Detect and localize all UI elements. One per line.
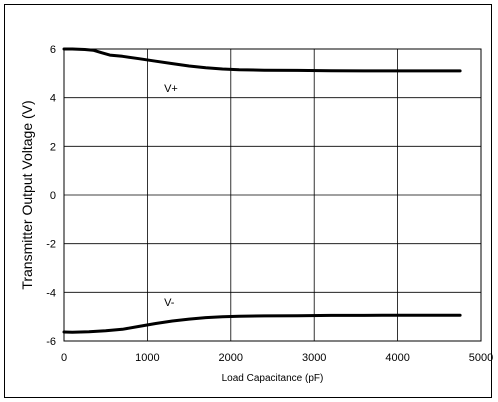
series-line-1 — [62, 313, 462, 334]
chart-frame: 0 1000 2000 3000 4000 5000 6 4 2 0 -2 -4 -6 V+ V- Loa… — [4, 4, 493, 398]
y-tick-label: 2 — [50, 141, 56, 153]
x-tick-label: 3000 — [302, 352, 326, 364]
y-tick-label: 4 — [50, 93, 56, 105]
y-tick-label: 0 — [50, 190, 56, 202]
x-axis-label: Load Capacitance (pF) — [222, 373, 324, 384]
x-tick-label: 4000 — [385, 352, 409, 364]
series-line-0 — [62, 47, 462, 73]
x-tick-label: 0 — [61, 352, 67, 364]
annotation-label: V+ — [164, 83, 178, 95]
x-tick-label: 2000 — [219, 352, 243, 364]
grid-lines — [64, 49, 481, 341]
series-lines — [62, 47, 462, 334]
x-tick-label: 5000 — [469, 352, 493, 364]
y-tick-label: -4 — [46, 287, 56, 299]
x-tick-label: 1000 — [135, 352, 159, 364]
annotations: V+ V- — [164, 83, 178, 309]
voltage-chart: 0 1000 2000 3000 4000 5000 6 4 2 0 -2 -4 -6 V+ V- Loa… — [19, 44, 493, 384]
y-tick-label: 6 — [50, 44, 56, 56]
annotation-label: V- — [164, 297, 175, 309]
plot-area — [63, 48, 482, 342]
y-tick-label: -2 — [46, 239, 56, 251]
tick-labels: 0 1000 2000 3000 4000 5000 6 4 2 0 -2 -4 -6 — [46, 44, 493, 364]
y-axis-label: Transmitter Output Voltage (V) — [19, 100, 35, 289]
y-tick-label: -6 — [46, 336, 56, 348]
